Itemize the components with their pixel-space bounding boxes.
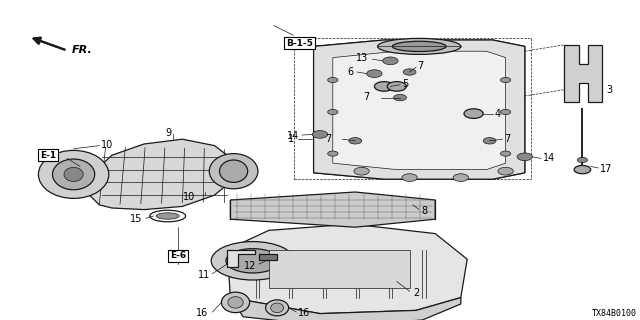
Ellipse shape xyxy=(221,292,250,313)
Polygon shape xyxy=(86,139,234,210)
Text: 7: 7 xyxy=(364,92,370,102)
Text: 6: 6 xyxy=(348,67,354,77)
Ellipse shape xyxy=(328,77,338,83)
Ellipse shape xyxy=(387,82,406,91)
Ellipse shape xyxy=(574,165,591,174)
Ellipse shape xyxy=(312,131,328,138)
Ellipse shape xyxy=(403,69,416,75)
Polygon shape xyxy=(227,224,467,314)
Bar xyxy=(259,254,277,260)
Text: 9: 9 xyxy=(165,128,172,138)
Bar xyxy=(269,250,410,288)
Ellipse shape xyxy=(354,167,369,175)
Ellipse shape xyxy=(211,242,294,280)
Ellipse shape xyxy=(402,174,417,181)
Polygon shape xyxy=(333,51,506,170)
Ellipse shape xyxy=(498,167,513,175)
Text: 5: 5 xyxy=(402,79,408,89)
Ellipse shape xyxy=(271,303,284,313)
Text: E-6: E-6 xyxy=(170,252,186,260)
Text: B-1-5: B-1-5 xyxy=(286,39,313,48)
Ellipse shape xyxy=(64,167,83,181)
Text: 13: 13 xyxy=(356,53,368,63)
Text: 7: 7 xyxy=(504,134,511,144)
Bar xyxy=(294,38,531,179)
Ellipse shape xyxy=(500,109,511,115)
Ellipse shape xyxy=(209,154,258,189)
Ellipse shape xyxy=(367,70,382,77)
Text: 14: 14 xyxy=(287,131,300,141)
Text: 2: 2 xyxy=(413,288,419,298)
Ellipse shape xyxy=(266,300,289,316)
Ellipse shape xyxy=(577,157,588,163)
Text: E-1: E-1 xyxy=(40,151,56,160)
Ellipse shape xyxy=(220,160,248,182)
Text: 17: 17 xyxy=(600,164,612,174)
Ellipse shape xyxy=(500,151,511,156)
Polygon shape xyxy=(314,40,525,179)
Ellipse shape xyxy=(328,109,338,115)
Ellipse shape xyxy=(52,159,95,190)
Ellipse shape xyxy=(453,174,468,181)
Ellipse shape xyxy=(226,249,280,273)
Polygon shape xyxy=(227,250,255,267)
Ellipse shape xyxy=(394,94,406,101)
Ellipse shape xyxy=(500,77,511,83)
Ellipse shape xyxy=(349,138,362,144)
Ellipse shape xyxy=(483,138,496,144)
Text: 12: 12 xyxy=(244,260,256,271)
Ellipse shape xyxy=(328,151,338,156)
Polygon shape xyxy=(230,192,435,227)
Text: 10: 10 xyxy=(182,192,195,202)
Polygon shape xyxy=(314,40,525,179)
Text: 10: 10 xyxy=(101,140,113,150)
Text: 16: 16 xyxy=(196,308,208,318)
Polygon shape xyxy=(564,45,602,102)
Text: 16: 16 xyxy=(298,308,310,318)
Text: 15: 15 xyxy=(130,214,142,224)
Ellipse shape xyxy=(228,297,243,308)
Text: 7: 7 xyxy=(325,134,332,144)
Ellipse shape xyxy=(464,109,483,118)
Text: 7: 7 xyxy=(417,60,424,71)
Ellipse shape xyxy=(392,41,446,52)
Ellipse shape xyxy=(517,153,532,161)
Ellipse shape xyxy=(38,150,109,198)
Polygon shape xyxy=(230,298,461,320)
Text: TX84B0100: TX84B0100 xyxy=(592,309,637,318)
Ellipse shape xyxy=(374,82,394,91)
Ellipse shape xyxy=(378,38,461,54)
Text: 3: 3 xyxy=(607,84,613,95)
Ellipse shape xyxy=(383,57,398,65)
Text: FR.: FR. xyxy=(72,44,92,55)
Text: 11: 11 xyxy=(198,270,210,280)
Text: 4: 4 xyxy=(495,108,501,119)
Text: 8: 8 xyxy=(421,205,428,216)
Text: 1: 1 xyxy=(288,134,294,144)
Ellipse shape xyxy=(156,213,179,219)
Text: 14: 14 xyxy=(543,153,555,164)
